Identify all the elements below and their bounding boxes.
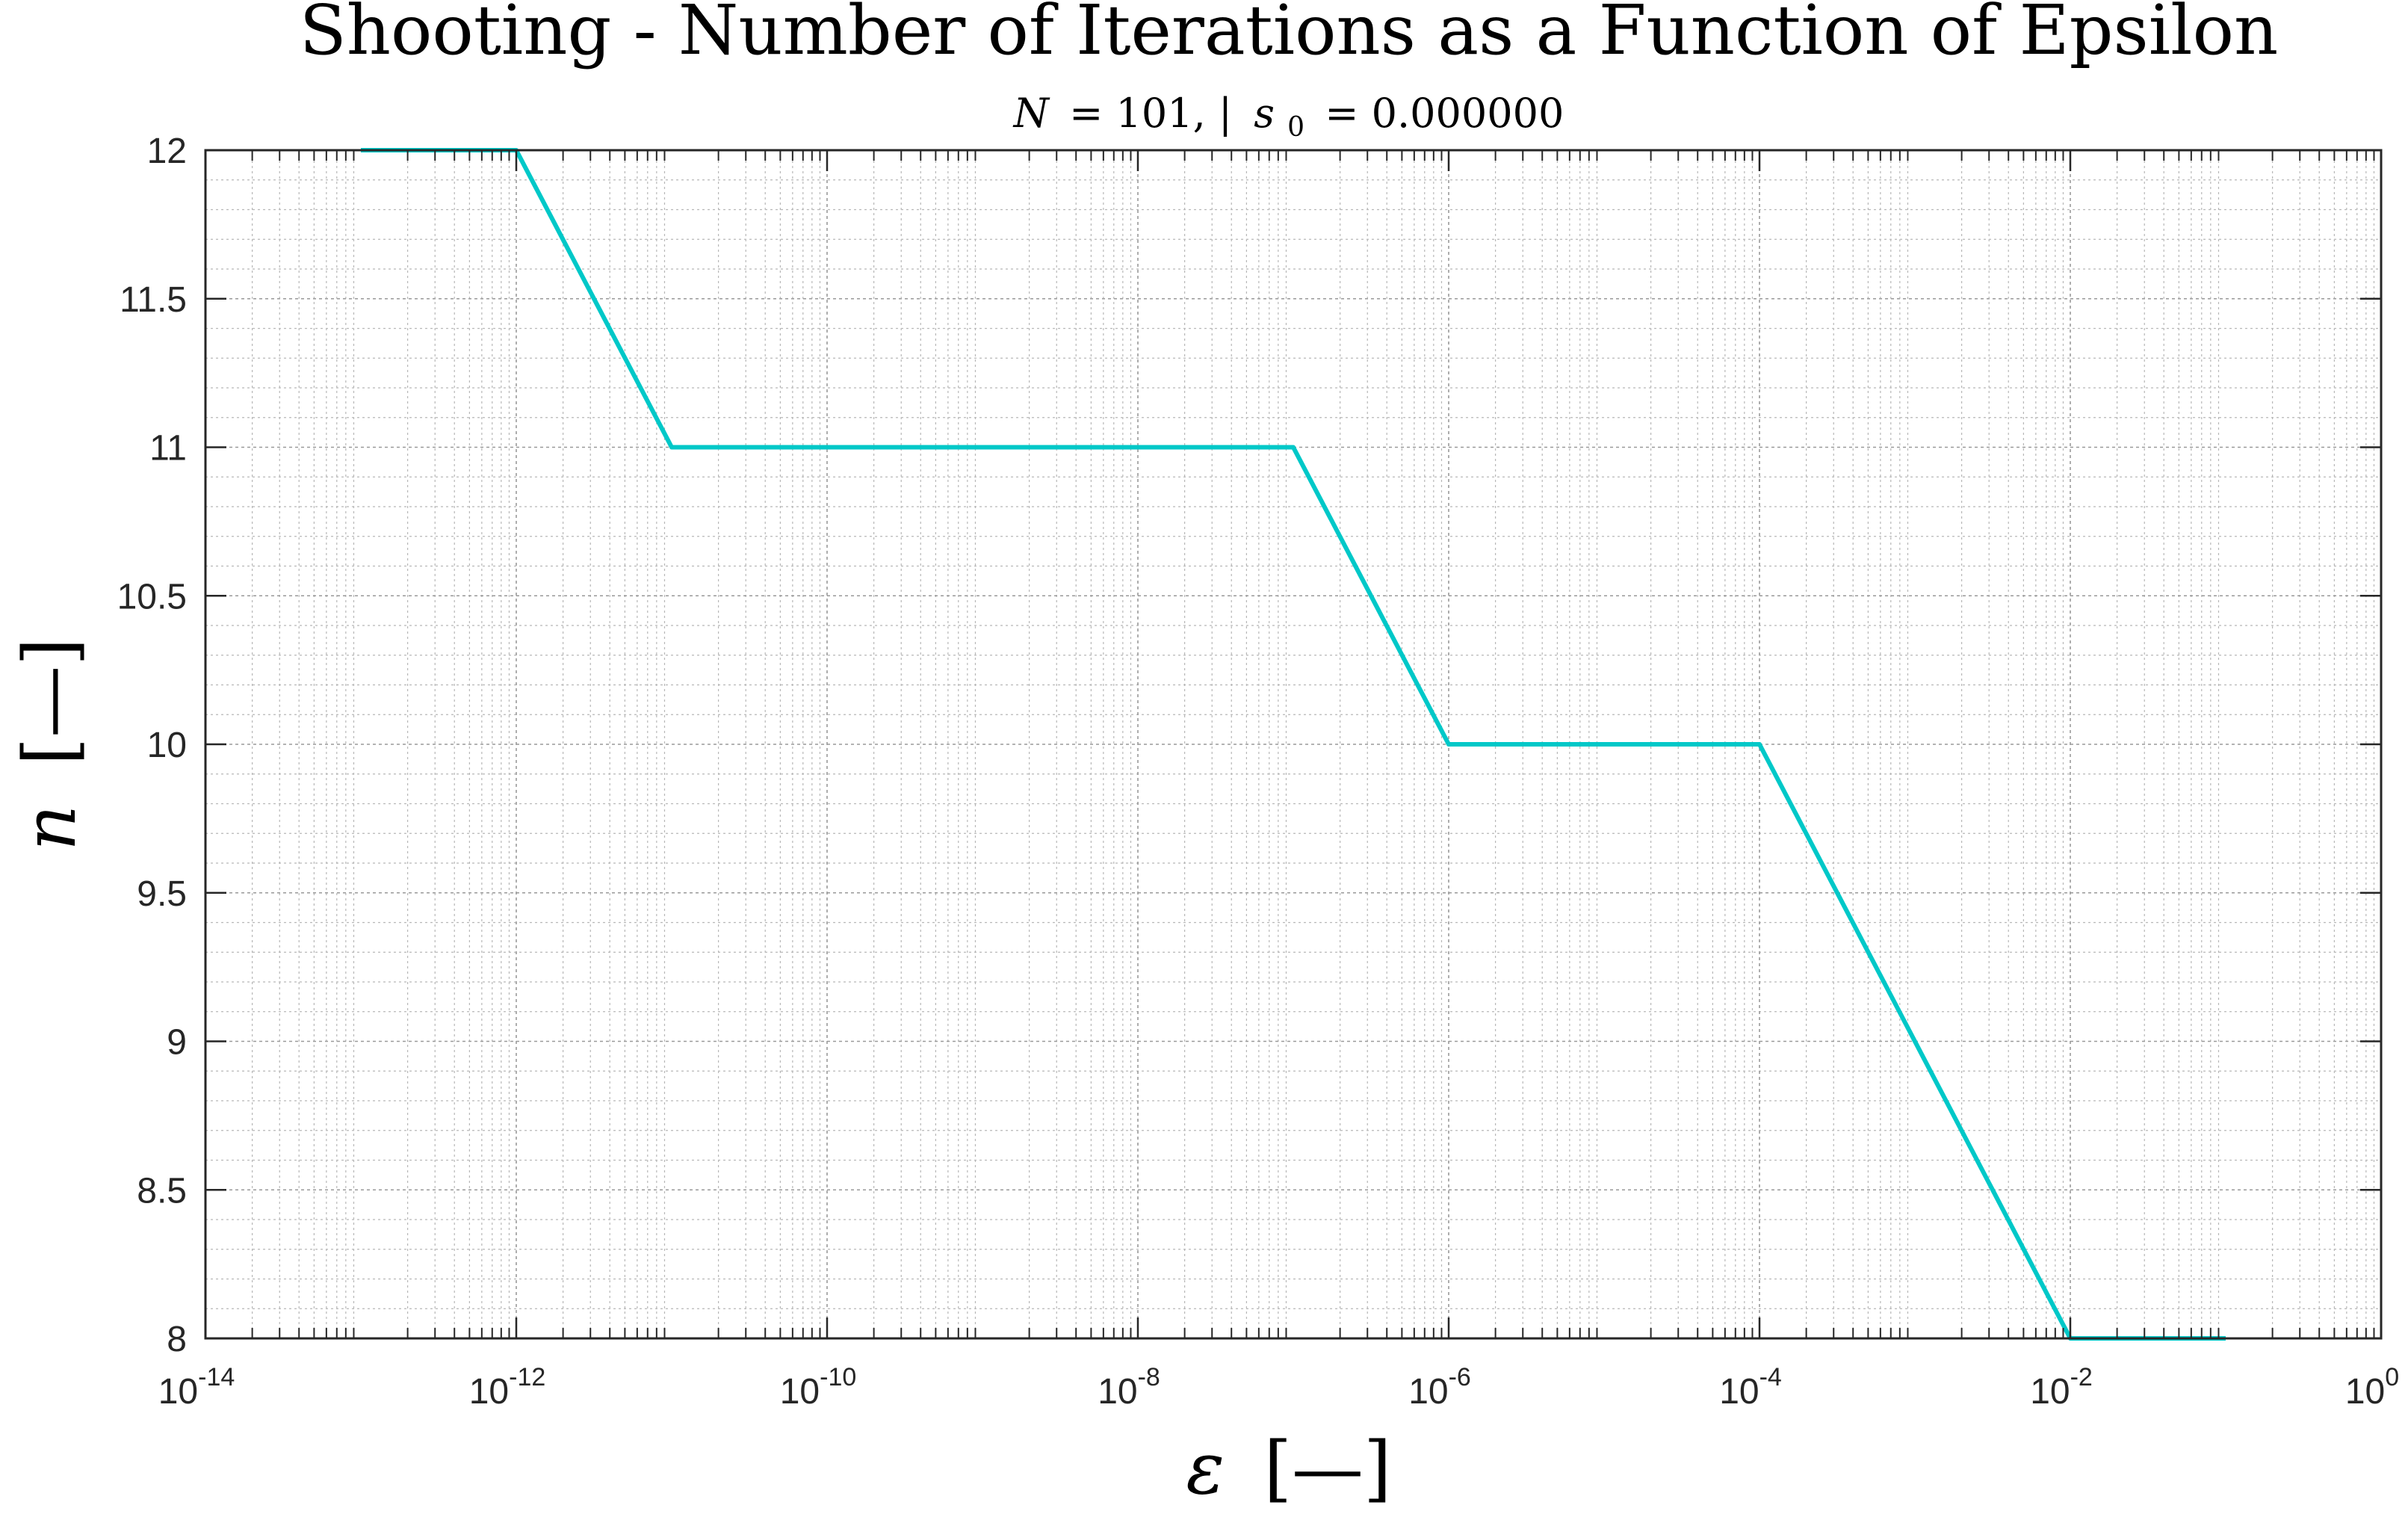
x-axis-unit: [—]: [1264, 1427, 1392, 1510]
x-axis-symbol: ε: [1186, 1427, 1225, 1510]
y-tick-label: 8: [167, 1320, 187, 1359]
subtitle-n-value: = 101, |: [1069, 90, 1232, 137]
tick-marks: [204, 149, 2383, 1340]
series-line: [361, 148, 2226, 1341]
x-tick-exponent: -14: [198, 1363, 235, 1391]
x-tick-label: 10-14: [158, 1363, 235, 1412]
y-tick-label: 10.5: [117, 577, 187, 617]
chart-title: Shooting - Number of Iterations as a Fun…: [300, 0, 2278, 70]
x-tick-exponent: -4: [1759, 1363, 1782, 1391]
x-tick-exponent: -10: [820, 1363, 856, 1391]
x-tick-base: 10: [1098, 1372, 1137, 1412]
y-tick-label: 10: [147, 726, 187, 765]
x-tick-base: 10: [2030, 1372, 2070, 1412]
x-tick-exponent: -6: [1449, 1363, 1471, 1391]
y-axis-label: n [—]: [8, 637, 92, 850]
x-tick-label: 10-12: [469, 1363, 546, 1412]
x-tick-label: 10-6: [1408, 1363, 1471, 1412]
x-tick-exponent: -12: [509, 1363, 545, 1391]
y-tick-label: 11.5: [120, 280, 187, 320]
x-tick-label: 10-8: [1098, 1363, 1160, 1412]
x-axis-label: ε [—]: [1186, 1427, 1392, 1510]
subtitle-n-symbol: N: [1012, 90, 1050, 137]
x-tick-base: 10: [1719, 1372, 1759, 1412]
x-tick-label: 10-4: [1719, 1363, 1782, 1412]
y-axis-unit: [—]: [8, 637, 92, 765]
x-tick-base: 10: [2345, 1372, 2385, 1412]
x-tick-base: 10: [1408, 1372, 1448, 1412]
y-tick-label: 11: [149, 429, 187, 469]
x-tick-labels: 10-14 10-12 10-10 10-8 10-6 10-4 10-2 100: [158, 1363, 2399, 1412]
x-tick-base: 10: [158, 1372, 198, 1412]
y-axis-symbol: n: [8, 805, 92, 851]
minor-grid: [205, 150, 2381, 1338]
y-tick-label: 9: [167, 1023, 187, 1063]
x-tick-base: 10: [469, 1372, 509, 1412]
subtitle-s-symbol: s: [1254, 90, 1275, 137]
x-tick-exponent: -2: [2070, 1363, 2093, 1391]
subtitle-s-value: = 0.000000: [1325, 90, 1564, 137]
subtitle-s-subscript: 0: [1287, 112, 1304, 143]
x-tick-label: 10-2: [2030, 1363, 2093, 1412]
y-tick-label: 9.5: [137, 874, 187, 914]
y-tick-label: 8.5: [137, 1171, 187, 1211]
chart-subtitle: N = 101, | s 0 = 0.000000: [1012, 90, 1564, 146]
y-tick-label: 12: [147, 132, 187, 171]
x-tick-base: 10: [780, 1372, 820, 1412]
series-layer: [361, 148, 2226, 1341]
x-tick-exponent: -8: [1138, 1363, 1160, 1391]
y-tick-labels: 8 8.5 9 9.5 10 10.5 11 11.5 12: [117, 132, 187, 1359]
x-tick-exponent: 0: [2385, 1363, 2399, 1391]
x-tick-label: 10-10: [780, 1363, 857, 1412]
x-tick-label: 100: [2345, 1363, 2399, 1412]
